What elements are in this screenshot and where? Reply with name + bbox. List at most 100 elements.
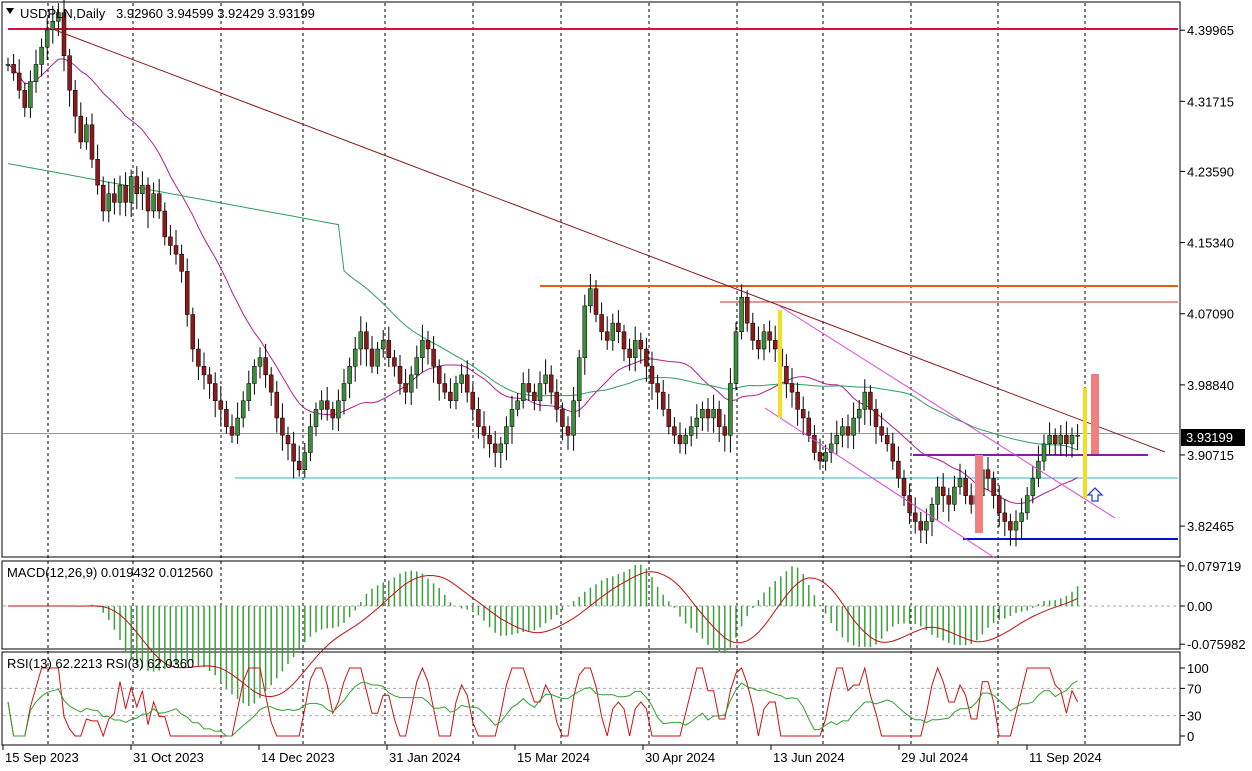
price-series — [3, 0, 1180, 559]
ma-slow-line — [7, 163, 1078, 451]
candle-down — [95, 159, 100, 186]
candle-up — [252, 366, 257, 384]
candle-up — [313, 409, 319, 427]
candle-up — [117, 184, 123, 203]
candle-down — [845, 426, 851, 436]
candle-down — [744, 297, 750, 324]
candle-up — [828, 443, 834, 453]
candle-down — [403, 383, 408, 393]
candle-down — [616, 322, 621, 332]
candle-up — [761, 331, 767, 350]
candle-down — [72, 90, 78, 117]
candle-down — [11, 64, 16, 74]
candle-down — [123, 184, 128, 203]
candle-up — [341, 383, 347, 401]
candle-down — [425, 340, 431, 350]
candle-up — [733, 331, 739, 384]
candle-up — [739, 297, 744, 332]
price-tick-label: 4.39965 — [1187, 23, 1234, 38]
price-tick-label: 3.90715 — [1187, 448, 1234, 463]
price-tick-label: 4.31715 — [1187, 94, 1234, 109]
candle-up — [515, 400, 520, 410]
channel-lower — [764, 407, 996, 559]
candle-down — [677, 435, 683, 445]
candle-up — [728, 383, 733, 436]
rsi-tick-label: 0 — [1187, 729, 1194, 744]
x-tick-label: 13 Jun 2024 — [773, 750, 845, 765]
rsi-panel[interactable] — [1, 651, 1181, 746]
candle-up — [851, 417, 856, 436]
rsi-axis: 100 70 30 0 — [1180, 661, 1209, 744]
candle-down — [1052, 435, 1058, 445]
x-tick-label: 15 Mar 2024 — [517, 750, 590, 765]
candle-up — [683, 435, 688, 445]
candle-down — [772, 340, 778, 350]
candle-down — [112, 193, 117, 203]
candle-down — [644, 348, 649, 367]
candle-down — [593, 288, 599, 315]
candle-down — [705, 409, 711, 419]
signal-bar-yellow — [778, 310, 782, 418]
price-tick-label: 4.23590 — [1187, 164, 1234, 179]
collapse-triangle-icon[interactable] — [6, 8, 14, 14]
channel-upper — [777, 304, 1116, 519]
candle-down — [996, 495, 1002, 514]
candle-down — [604, 331, 610, 341]
moving-averages — [7, 58, 1078, 504]
macd-tick-label: -0.075982 — [1187, 637, 1246, 652]
candle-down — [963, 478, 968, 496]
candle-down — [672, 426, 677, 436]
candle-down — [436, 366, 442, 384]
candle-down — [621, 331, 627, 350]
candle-down — [795, 391, 800, 410]
candle-down — [817, 452, 823, 462]
candle-up — [50, 21, 56, 31]
candle-up — [688, 426, 694, 436]
candle-up — [84, 124, 89, 143]
candle-up — [39, 46, 44, 65]
candle-up — [44, 29, 50, 48]
candle-up — [935, 486, 940, 505]
candle-down — [442, 383, 448, 393]
candle-up — [235, 417, 240, 436]
candle-down — [324, 400, 330, 410]
candle-down — [173, 245, 179, 255]
candle-down — [649, 366, 655, 384]
candle-down — [268, 374, 274, 393]
candle-down — [285, 435, 291, 445]
candle-down — [532, 391, 537, 401]
candle-down — [296, 460, 302, 470]
candle-up — [1019, 512, 1024, 522]
candle-down — [985, 469, 991, 479]
chart-ohlc: 3.92960 3.94599 3.92429 3.93199 — [116, 6, 315, 21]
candle-up — [56, 12, 61, 22]
candle-down — [156, 193, 162, 212]
candle-up — [408, 374, 414, 393]
candle-down — [655, 383, 660, 393]
candle-up — [632, 340, 638, 358]
candle-down — [179, 253, 184, 272]
candle-down — [100, 184, 106, 212]
candle-up — [420, 340, 425, 358]
horizontal-levels — [3, 28, 1180, 540]
candle-up — [520, 383, 526, 401]
candle-up — [834, 435, 840, 445]
candle-down — [89, 124, 95, 160]
price-panel[interactable] — [1, 1, 1181, 558]
candle-down — [280, 417, 285, 436]
candle-down — [638, 340, 644, 350]
candle-up — [700, 409, 705, 419]
candle-up — [1069, 435, 1075, 445]
candle-down — [263, 357, 268, 376]
rsi3-line — [7, 666, 1079, 738]
candle-up — [414, 357, 420, 376]
candle-up — [1013, 521, 1019, 531]
candle-up — [106, 193, 112, 212]
candle-down — [767, 331, 772, 341]
candle-up — [28, 81, 33, 108]
x-tick-label: 14 Dec 2023 — [261, 750, 335, 765]
candle-up — [571, 400, 576, 436]
candle-down — [627, 348, 632, 358]
time-axis: 15 Sep 2023 31 Oct 2023 14 Dec 2023 31 Jan … — [2, 745, 1102, 765]
